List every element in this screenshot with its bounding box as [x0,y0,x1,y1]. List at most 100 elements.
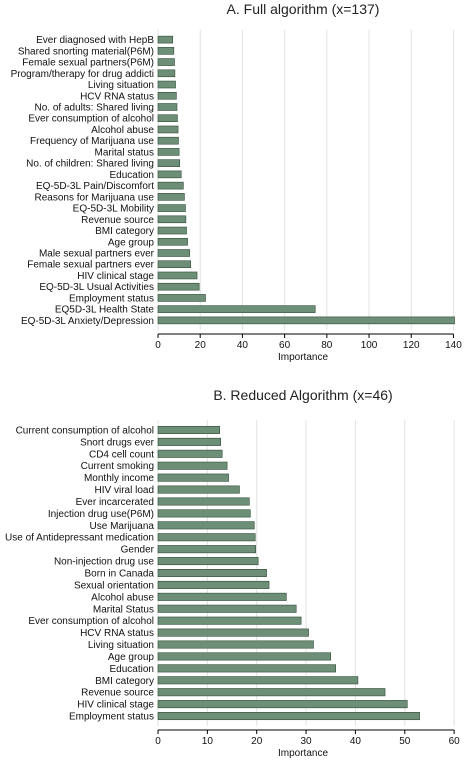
panel-a-bar-4 [157,80,176,89]
panel-b-bar-13 [157,580,270,589]
panel-b-category-label-17: HCV RNA status [80,628,154,639]
panel-b-category-label-9: Use of Antidepressant medication [5,533,154,544]
panel-a-tick-label-3: 60 [279,340,291,351]
panel-a-bar-22 [157,282,200,291]
panel-b-bar-23 [157,700,408,709]
panel-b-tick-label-4: 40 [350,736,362,747]
panel-a-category-label-2: Female sexual partners(P6M) [22,58,154,69]
panel-a-category-label-1: Shared snorting material(P6M) [18,46,154,57]
panel-b-category-label-10: Gender [121,545,155,556]
panel-b-bar-15 [157,604,297,613]
panel-a-category-label-16: Revenue source [81,215,154,226]
panel-a-category-label-4: Living situation [88,80,154,91]
panel-a-bar-16 [157,215,187,224]
panel-b-bar-6 [157,497,250,506]
panel-a-category-label-3: Program/therapy for drug addicti [11,69,154,80]
panel-b-bar-12 [157,569,267,577]
panel-a-category-label-12: Education [110,170,154,181]
panel-b-bar-14 [157,592,287,601]
panel-a-tick-label-1: 20 [195,340,207,351]
panel-a-tick-label-4: 80 [321,340,333,351]
panel-a-bar-19 [157,249,190,257]
panel-a-tick-label-0: 0 [155,340,161,351]
panel-b-category-label-14: Alcohol abuse [91,592,154,603]
panel-b-bar-4 [157,473,229,482]
panel-b-tick-label-2: 20 [251,736,263,747]
panel-b-category-label-12: Born in Canada [85,569,155,580]
panel-a-bar-2 [157,58,175,66]
panel-b-category-label-13: Sexual orientation [74,580,154,591]
panel-a-category-label-23: Employment status [69,293,154,304]
panel-a-x-axis-label: Importance [278,352,328,363]
panel-b-category-label-3: Current smoking [81,461,154,472]
panel-b-bar-2 [157,449,223,458]
panel-b-category-label-22: Revenue source [81,688,154,699]
panel-b-category-label-4: Monthly income [84,473,154,484]
panel-a-bar-0 [157,35,174,44]
panel-a-category-label-22: EQ-5D-3L Usual Activities [39,282,154,293]
panel-a-bar-7 [157,114,178,123]
panel-a-bar-24 [157,305,316,313]
panel-b-bar-5 [157,485,240,494]
panel-b-bar-21 [157,676,359,685]
panel-b-bar-18 [157,640,314,649]
panel-b-category-label-23: HIV clinical stage [77,700,154,711]
panel-b-category-label-8: Use Marijuana [90,521,155,532]
panel-b-category-label-11: Non-injection drug use [54,557,154,568]
panel-b-category-label-1: Snort drugs ever [80,437,155,448]
panel-a-bar-21 [157,271,198,280]
panel-a-bar-8 [157,125,179,134]
panel-a-category-label-14: Reasons for Marijuana use [34,192,154,203]
panel-b-bar-16 [157,616,302,625]
panel-a-bar-17 [157,226,187,235]
panel-a-bar-15 [157,204,186,212]
panel-a-category-label-24: EQ5D-3L Health State [55,305,155,316]
panel-a-tick-label-5: 100 [361,340,378,351]
panel-a-bar-11 [157,159,181,167]
panel-a-category-label-21: HIV clinical stage [77,271,154,282]
panel-a-category-label-5: HCV RNA status [80,91,154,102]
panel-a-bar-3 [157,69,176,78]
panel-a-bar-10 [157,148,180,156]
panel-b-tick-label-6: 60 [449,736,461,747]
panel-b-category-label-24: Employment status [69,712,154,723]
panel-a-bar-25 [157,316,455,325]
panel-a-category-label-0: Ever diagnosed with HepB [36,35,154,46]
panel-b-category-label-16: Ever consumption of alcohol [28,616,154,627]
panel-b-category-label-2: CD4 cell count [89,449,154,460]
panel-a-category-label-20: Female sexual partners ever [27,260,154,271]
panel-a-title: A. Full algorithm (x=137) [227,1,380,17]
panel-b-x-axis-label: Importance [278,748,328,759]
panel-a-bar-20 [157,260,192,269]
panel-a-tick-label-7: 140 [445,340,462,351]
panel-a-bar-18 [157,237,188,246]
panel-a-bar-9 [157,136,179,145]
panel-b-bar-20 [157,664,336,673]
panel-b-bar-22 [157,688,386,697]
panel-a-bar-23 [157,294,206,302]
panel-b: B. Reduced Algorithm (x=46) Current consu… [5,387,460,759]
panel-b-bar-17 [157,628,309,637]
panel-a-category-label-18: Age group [108,237,155,248]
panel-a-category-label-11: No. of children: Shared living [26,159,154,170]
panel-b-bar-8 [157,521,255,530]
panel-b-bar-11 [157,557,259,566]
panel-a-category-label-19: Male sexual partners ever [39,249,155,260]
panel-a-category-label-15: EQ-5D-3L Mobility [73,204,154,215]
panel-a-tick-label-6: 120 [403,340,420,351]
panel-a-category-label-13: EQ-5D-3L Pain/Discomfort [36,181,154,192]
panel-b-category-label-20: Education [110,664,154,675]
panel-a-category-label-8: Alcohol abuse [91,125,154,136]
panel-b-bar-24 [157,712,420,721]
panel-b-bar-9 [157,533,256,542]
panel-a: A. Full algorithm (x=137) Ever diagnosed … [11,1,463,363]
panel-b-bar-1 [157,437,221,446]
panel-b-bar-7 [157,509,251,518]
panel-b-category-label-18: Living situation [88,640,154,651]
panel-a-tick-label-2: 40 [237,340,249,351]
panel-b-category-label-7: Injection drug use(P6M) [48,509,154,520]
panel-b-tick-label-5: 50 [399,736,411,747]
panel-a-category-label-6: No. of adults: Shared living [34,103,154,114]
